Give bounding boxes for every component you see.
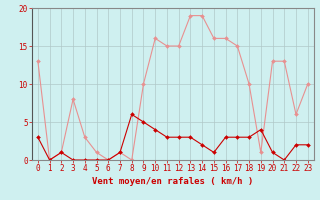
X-axis label: Vent moyen/en rafales ( km/h ): Vent moyen/en rafales ( km/h )	[92, 177, 253, 186]
